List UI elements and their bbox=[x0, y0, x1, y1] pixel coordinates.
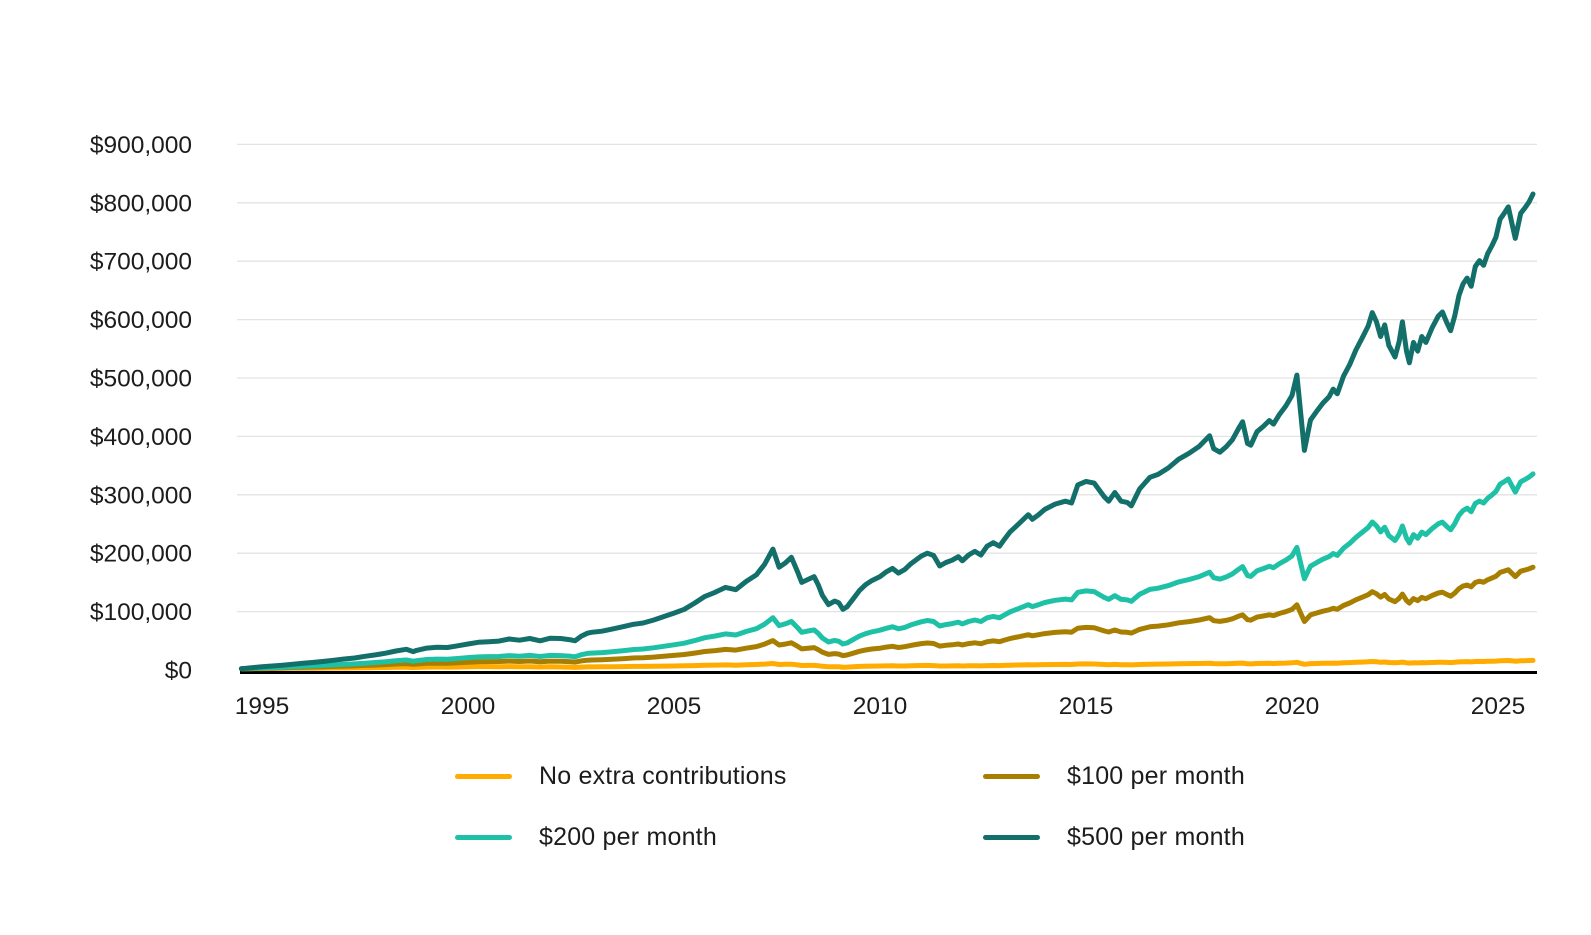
x-tick-label: 2020 bbox=[1265, 693, 1320, 720]
x-tick-label: 2010 bbox=[853, 693, 908, 720]
x-tick-label: 2015 bbox=[1059, 693, 1114, 720]
legend-swatch-200-per-month-icon bbox=[455, 834, 512, 840]
x-tick-label: 2000 bbox=[441, 693, 496, 720]
legend-item-100-per-month: $100 per month bbox=[983, 762, 1245, 790]
y-tick-label: $400,000 bbox=[90, 424, 192, 451]
y-tick-label: $500,000 bbox=[90, 366, 192, 393]
plot-svg: $0 $100,000 $200,000 $300,000 $400,000 $500,0… bbox=[90, 132, 1537, 720]
y-tick-label: $800,000 bbox=[90, 190, 192, 217]
gridlines bbox=[237, 143, 1537, 613]
x-tick-label: 1995 bbox=[235, 693, 290, 720]
legend-item-200-per-month: $200 per month bbox=[455, 823, 983, 851]
legend-item-no-extra: No extra contributions bbox=[455, 762, 983, 790]
series-line-500-per-month bbox=[238, 191, 1536, 672]
y-tick-label: $600,000 bbox=[90, 307, 192, 334]
series-line-100-per-month bbox=[238, 564, 1536, 672]
legend-swatch-100-per-month-icon bbox=[983, 773, 1040, 779]
legend-label-200-per-month: $200 per month bbox=[539, 822, 717, 851]
y-tick-label: $200,000 bbox=[90, 541, 192, 568]
y-tick-label: $100,000 bbox=[90, 599, 192, 626]
y-axis-labels: $0 $100,000 $200,000 $300,000 $400,000 $500,0… bbox=[90, 132, 192, 685]
series-line-no-extra-contributions bbox=[238, 657, 1536, 672]
series-lines bbox=[238, 191, 1536, 672]
legend-item-500-per-month: $500 per month bbox=[983, 823, 1245, 851]
legend-swatch-500-per-month-icon bbox=[983, 834, 1040, 840]
series-line-200-per-month bbox=[238, 471, 1536, 672]
x-tick-label: 2005 bbox=[647, 693, 702, 720]
y-tick-label: $700,000 bbox=[90, 249, 192, 276]
legend-label-100-per-month: $100 per month bbox=[1067, 761, 1245, 790]
legend-label-500-per-month: $500 per month bbox=[1067, 822, 1245, 851]
x-tick-label: 2025 bbox=[1471, 693, 1526, 720]
legend-swatch-no-extra-icon bbox=[455, 773, 512, 779]
legend-label-no-extra: No extra contributions bbox=[539, 761, 787, 790]
y-tick-label: $0 bbox=[165, 658, 192, 685]
x-axis-labels: 1995 2000 2005 2010 2015 2020 2025 bbox=[235, 693, 1526, 720]
chart-legend: No extra contributions $100 per month $2… bbox=[455, 762, 1245, 851]
y-tick-label: $300,000 bbox=[90, 482, 192, 509]
y-tick-label: $900,000 bbox=[90, 132, 192, 159]
